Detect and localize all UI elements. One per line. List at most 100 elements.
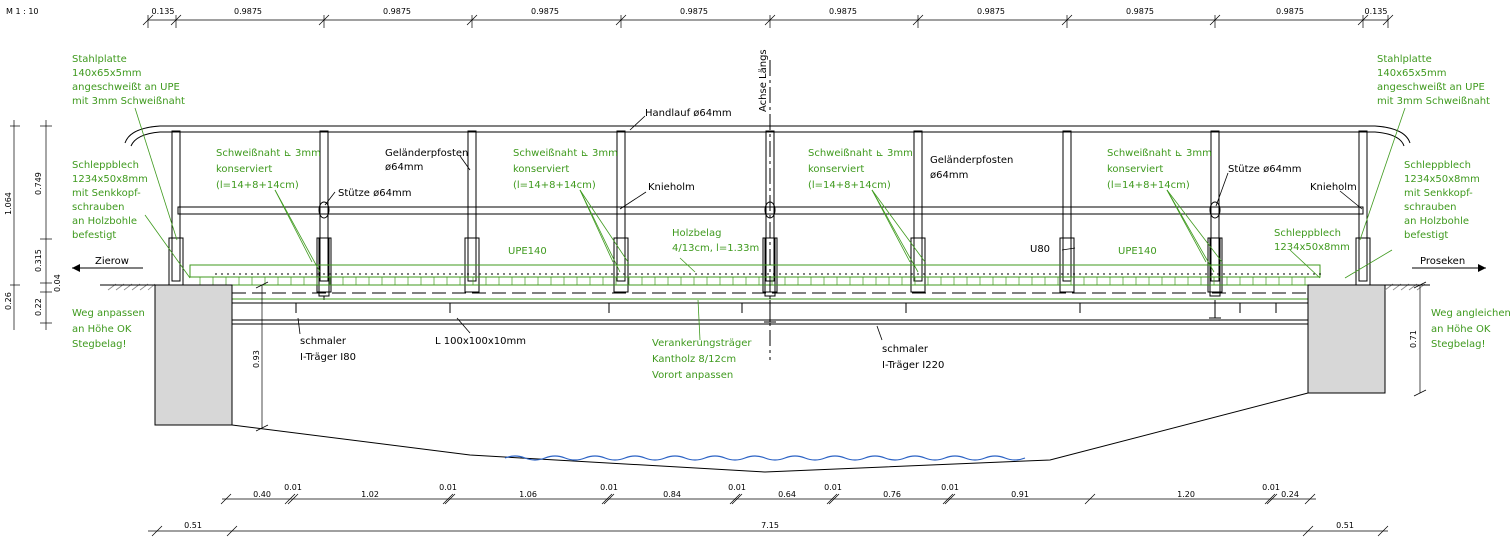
top-dim-1: 0.9875: [234, 7, 262, 16]
railing-post: [1210, 130, 1220, 282]
angle-profile: [741, 302, 752, 313]
svg-text:schrauben: schrauben: [72, 202, 124, 213]
svg-text:an Höhe OK: an Höhe OK: [72, 324, 132, 335]
angle-label: L 100x100x10mm: [435, 336, 526, 347]
decking-label: Holzbelag: [672, 228, 721, 239]
svg-text:1.06: 1.06: [519, 490, 537, 499]
svg-text:1234x50x8mm: 1234x50x8mm: [1274, 242, 1350, 253]
railing-post: [616, 130, 626, 282]
svg-text:befestigt: befestigt: [72, 230, 116, 241]
ibeam-label-2: schmaler: [882, 344, 929, 355]
top-dim-0: 0.135: [152, 7, 175, 16]
svg-text:angeschweißt an UPE: angeschweißt an UPE: [1377, 82, 1485, 93]
svg-text:0.22: 0.22: [34, 298, 43, 316]
svg-text:0.51: 0.51: [1336, 521, 1354, 530]
bottom-tick: [944, 493, 956, 505]
svg-text:0.315: 0.315: [34, 249, 43, 272]
u80-label: U80: [1030, 244, 1050, 255]
post-label-2: Geländerpfosten: [930, 155, 1013, 166]
bottom-tick: [444, 493, 456, 505]
svg-text:0.01: 0.01: [600, 483, 618, 492]
bottom-tick: [942, 493, 954, 505]
labels-green: Stahlplatte 140x65x5mm angeschweißt an U…: [72, 54, 1510, 381]
leaders-green: [134, 107, 1406, 341]
direction-left: Zierow: [72, 256, 143, 272]
top-dim-2: 0.9875: [383, 7, 411, 16]
svg-text:Zierow: Zierow: [95, 256, 129, 267]
svg-text:1234x50x8mm: 1234x50x8mm: [1404, 174, 1480, 185]
bottom-tick: [442, 493, 454, 505]
railing-post: [913, 130, 923, 282]
angle-profile: [1079, 302, 1090, 313]
svg-text:angeschweißt an UPE: angeschweißt an UPE: [72, 82, 180, 93]
svg-text:ø64mm: ø64mm: [385, 162, 423, 173]
svg-text:0.84: 0.84: [663, 490, 681, 499]
labels-black: Handlauf ø64mm Geländerpfosten ø64mm Gel…: [300, 108, 1357, 371]
top-dim-6: 0.9875: [977, 7, 1005, 16]
angle-profile: [1239, 302, 1250, 313]
svg-text:mit Senkkopf-: mit Senkkopf-: [72, 188, 141, 199]
svg-text:0.93: 0.93: [252, 350, 261, 368]
depth-dimension: 0.93: [252, 281, 269, 432]
svg-text:(l=14+8+14cm): (l=14+8+14cm): [808, 180, 891, 191]
angle-profile: [608, 302, 619, 313]
svg-text:0.749: 0.749: [34, 172, 43, 195]
path-note-left: Weg anpassen: [72, 308, 145, 319]
svg-text:0.01: 0.01: [439, 483, 457, 492]
handrail: [124, 125, 1411, 147]
upe-label-right: UPE140: [1118, 246, 1157, 257]
svg-text:0.01: 0.01: [941, 483, 959, 492]
svg-text:konserviert: konserviert: [216, 164, 272, 175]
svg-text:140x65x5mm: 140x65x5mm: [1377, 68, 1447, 79]
scale-label: M 1 : 10: [6, 7, 39, 16]
bottom-tick: [1304, 493, 1316, 505]
top-dim-7: 0.9875: [1126, 7, 1154, 16]
handrail-label: Handlauf ø64mm: [645, 108, 732, 119]
svg-text:an Höhe OK: an Höhe OK: [1431, 324, 1491, 335]
svg-text:0.40: 0.40: [253, 490, 271, 499]
angle-profile: [449, 302, 460, 313]
svg-text:Vorort anpassen: Vorort anpassen: [652, 370, 733, 381]
left-dimensions: 1.064 0.26 0.749 0.315 0.04 0.22: [4, 120, 62, 330]
svg-text:an Holzbohle: an Holzbohle: [72, 216, 137, 227]
svg-text:(l=14+8+14cm): (l=14+8+14cm): [513, 180, 596, 191]
support-label-right: Stütze ø64mm: [1228, 164, 1301, 175]
railing-post: [467, 130, 477, 282]
post-label-1: Geländerpfosten: [385, 148, 468, 159]
svg-text:0.51: 0.51: [184, 521, 202, 530]
support-label-left: Stütze ø64mm: [338, 188, 411, 199]
svg-text:0.01: 0.01: [824, 483, 842, 492]
svg-text:0.01: 0.01: [1262, 483, 1280, 492]
angle-profile: [905, 302, 916, 313]
railing-post: [319, 130, 329, 282]
bottom-tick: [601, 493, 613, 505]
svg-text:0.71: 0.71: [1409, 330, 1418, 348]
svg-text:I-Träger I80: I-Träger I80: [300, 352, 356, 363]
svg-text:0.01: 0.01: [284, 483, 302, 492]
svg-text:ø64mm: ø64mm: [930, 170, 968, 181]
bottom-tick: [731, 493, 743, 505]
svg-text:0.76: 0.76: [883, 490, 901, 499]
railing-post: [1062, 130, 1072, 282]
leaders-black: [297, 115, 1363, 341]
support-clamp: [1209, 201, 1221, 219]
svg-text:Kantholz 8/12cm: Kantholz 8/12cm: [652, 354, 736, 365]
bottom-tick: [284, 493, 296, 505]
upe-label-left: UPE140: [508, 246, 547, 257]
svg-text:1234x50x8mm: 1234x50x8mm: [72, 174, 148, 185]
axis-label: Achse Längs: [758, 49, 769, 112]
steel-plate-left: Stahlplatte: [72, 54, 127, 65]
svg-text:schrauben: schrauben: [1404, 202, 1456, 213]
svg-text:0.91: 0.91: [1011, 490, 1029, 499]
support-post: [1209, 237, 1221, 297]
svg-text:mit Senkkopf-: mit Senkkopf-: [1404, 188, 1473, 199]
bottom-tick: [1084, 493, 1096, 505]
path-note-right: Weg angleichen: [1431, 308, 1510, 319]
steel-plate-right: Stahlplatte: [1377, 54, 1432, 65]
bottom-tick: [220, 493, 232, 505]
svg-text:konserviert: konserviert: [1107, 164, 1163, 175]
svg-text:befestigt: befestigt: [1404, 230, 1448, 241]
svg-text:konserviert: konserviert: [808, 164, 864, 175]
bottom-tick: [603, 493, 615, 505]
